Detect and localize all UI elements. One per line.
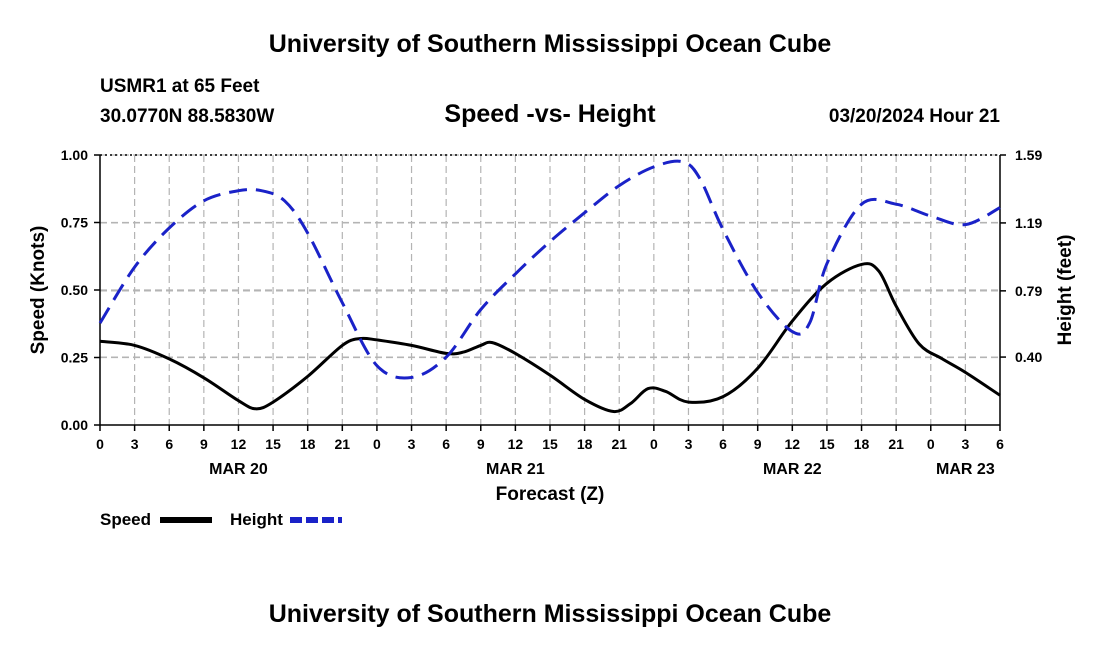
series-line-height [98, 159, 1001, 380]
y-tick-label: 1.00 [61, 147, 88, 163]
x-tick-label: 12 [508, 436, 524, 452]
x-tick-label: 6 [165, 436, 173, 452]
x-tick-label: 15 [819, 436, 835, 452]
x-tick-label: 0 [96, 436, 104, 452]
series-line-speed [99, 262, 1001, 414]
y-tick-label: 0.25 [61, 350, 88, 366]
x-tick-label: 3 [131, 436, 139, 452]
day-label: MAR 21 [486, 461, 545, 478]
y2-tick-label: 1.59 [1015, 147, 1042, 163]
x-tick-label: 0 [650, 436, 658, 452]
x-tick-label: 12 [785, 436, 801, 452]
x-tick-label: 18 [854, 436, 870, 452]
x-tick-label: 21 [335, 436, 351, 452]
legend-label-height: Height [230, 510, 283, 529]
x-tick-label: 15 [542, 436, 558, 452]
x-tick-label: 3 [408, 436, 416, 452]
y2-tick-label: 0.79 [1015, 283, 1042, 299]
x-tick-label: 9 [200, 436, 208, 452]
y-tick-label: 0.50 [61, 282, 88, 298]
legend-label-speed: Speed [100, 510, 151, 529]
x-tick-label: 21 [888, 436, 904, 452]
y-axis-label: Speed (Knots) [28, 226, 49, 355]
x-tick-label: 6 [719, 436, 727, 452]
station-coordinates: 30.0770N 88.5830W [100, 106, 275, 127]
day-label: MAR 20 [209, 461, 268, 478]
x-tick-label: 3 [685, 436, 693, 452]
x-tick-label: 9 [754, 436, 762, 452]
x-tick-label: 6 [442, 436, 450, 452]
y2-axis-label: Height (feet) [1055, 235, 1076, 346]
x-tick-label: 0 [373, 436, 381, 452]
y2-tick-label: 1.19 [1015, 215, 1042, 231]
page-title: University of Southern Mississippi Ocean… [268, 30, 832, 58]
forecast-datetime: 03/20/2024 Hour 21 [828, 106, 1000, 127]
x-tick-label: 21 [611, 436, 627, 452]
x-tick-label: 0 [927, 436, 935, 452]
x-tick-label: 18 [300, 436, 316, 452]
x-tick-label: 9 [477, 436, 485, 452]
x-tick-label: 12 [231, 436, 247, 452]
station-label: USMR1 at 65 Feet [100, 76, 260, 97]
x-axis-label: Forecast (Z) [496, 484, 605, 505]
x-tick-label: 3 [961, 436, 969, 452]
y2-tick-label: 0.40 [1015, 349, 1042, 365]
x-tick-label: 6 [996, 436, 1004, 452]
footer-title: University of Southern Mississippi Ocean… [268, 600, 832, 628]
x-tick-label: 15 [265, 436, 281, 452]
day-label: MAR 22 [763, 461, 822, 478]
y-tick-label: 0.75 [61, 215, 88, 231]
day-label: MAR 23 [936, 461, 995, 478]
chart-title: Speed -vs- Height [444, 100, 656, 128]
x-tick-label: 18 [577, 436, 593, 452]
y-tick-label: 0.00 [61, 417, 88, 433]
